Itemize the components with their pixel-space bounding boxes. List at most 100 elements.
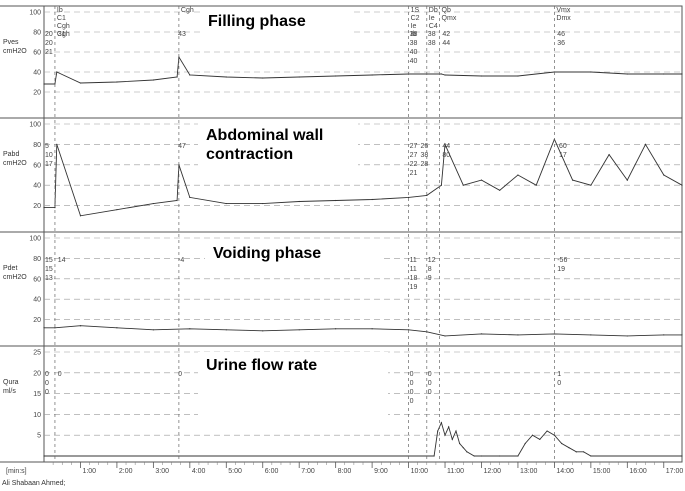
data-point	[553, 333, 556, 335]
data-point	[568, 447, 570, 449]
value-annotation: 60	[559, 143, 567, 150]
value-annotation: 38	[410, 40, 418, 47]
data-point	[371, 74, 373, 76]
y-tick-label: 80	[33, 30, 41, 37]
time-tick-label: 12:00	[483, 468, 501, 475]
value-annotation: 18	[410, 275, 418, 282]
event-label: 1S	[411, 7, 420, 14]
data-point	[590, 334, 592, 336]
event-label: Ib	[411, 31, 417, 38]
y-tick-label: 40	[33, 297, 41, 304]
event-label: Ie	[411, 23, 417, 30]
event-label: Dmx	[556, 15, 571, 22]
value-annotation: 43	[178, 31, 186, 38]
value-annotation: 21	[45, 49, 53, 56]
data-point	[572, 179, 574, 181]
value-annotation: 36	[557, 40, 565, 47]
time-tick-label: 9:00	[374, 468, 388, 475]
data-point	[298, 200, 300, 203]
value-annotation: 38	[428, 31, 436, 38]
value-annotation: 42	[442, 31, 450, 38]
phase-label: Abdominal wall	[206, 127, 323, 144]
data-point	[54, 327, 56, 329]
data-point	[189, 196, 191, 199]
data-point	[335, 199, 337, 202]
data-point	[575, 451, 577, 453]
value-annotation: 0	[58, 371, 62, 378]
data-point	[480, 75, 483, 77]
value-annotation: 15	[45, 266, 53, 273]
value-annotation: 17	[559, 152, 567, 159]
value-annotation: 8	[428, 266, 432, 273]
value-annotation: 47	[178, 143, 186, 150]
value-annotation: 26	[421, 143, 429, 150]
phase-label: Voiding phase	[213, 245, 321, 262]
value-annotation: 0	[428, 371, 432, 378]
data-point	[79, 82, 82, 84]
channel-name-pves: Pves	[3, 39, 19, 46]
value-annotation: 10	[45, 152, 53, 159]
time-tick-label: 6:00	[265, 468, 279, 475]
y-tick-label: 60	[33, 162, 41, 169]
data-point	[225, 76, 227, 78]
time-tick-label: 15:00	[593, 468, 611, 475]
data-point	[440, 422, 442, 424]
phase-labels: Filling phase Abdominal wall contraction Vo…	[198, 8, 388, 418]
y-tick-label: 100	[29, 122, 41, 129]
event-label: Ib	[57, 7, 63, 14]
data-point	[262, 330, 264, 332]
data-point	[448, 426, 450, 428]
y-tick-label: 5	[37, 433, 41, 440]
value-annotation: 0	[410, 389, 414, 396]
data-point	[152, 202, 154, 205]
data-point	[176, 76, 178, 78]
data-point	[561, 442, 563, 445]
data-point	[663, 334, 665, 336]
value-annotation: 44	[442, 143, 450, 150]
value-annotation: 27	[410, 143, 418, 150]
value-annotation: 14	[58, 257, 66, 264]
value-annotation: 19	[557, 266, 565, 273]
data-point	[54, 207, 56, 209]
y-tick-label: 40	[33, 183, 41, 190]
channel-name-pabd: Pabd	[3, 151, 19, 158]
data-point	[517, 174, 519, 176]
data-point	[663, 174, 665, 176]
event-label: Db	[429, 7, 438, 14]
value-annotation: 20	[45, 40, 53, 47]
phase-label-box	[200, 8, 350, 42]
time-tick-label: 8:00	[338, 468, 352, 475]
value-annotation: 31	[58, 31, 66, 38]
event-label: Cgh	[57, 31, 70, 38]
data-point	[116, 81, 118, 83]
y-tick-label: 100	[29, 236, 41, 243]
data-point	[644, 143, 647, 145]
phase-label-box	[198, 122, 358, 180]
value-annotation: 21	[410, 170, 418, 177]
data-point	[517, 75, 519, 77]
data-point	[116, 209, 118, 211]
data-point	[626, 335, 628, 337]
y-tick-label: 10	[33, 412, 41, 419]
value-annotation: 44	[442, 40, 450, 47]
data-point	[663, 73, 665, 75]
value-annotation: 0	[410, 398, 414, 405]
data-point	[480, 455, 483, 457]
value-annotation: 0	[45, 389, 49, 396]
channel-unit: cmH2O	[3, 274, 27, 281]
y-tick-label: 60	[33, 50, 41, 57]
data-point	[407, 196, 410, 199]
data-point	[79, 215, 82, 217]
data-point	[298, 76, 300, 78]
data-point	[335, 75, 337, 77]
data-point	[426, 194, 428, 196]
data-point	[56, 143, 58, 145]
data-point	[189, 328, 191, 330]
panel-pabd: 100 80 60 40 20 Pabd cmH2O 5 10 17 47 27 27 22 21 26 38 2…	[0, 122, 683, 233]
data-point	[455, 430, 457, 432]
phase-label-box	[205, 240, 380, 276]
data-point	[462, 447, 464, 449]
data-point	[473, 455, 475, 457]
event-label: C4	[429, 23, 438, 30]
